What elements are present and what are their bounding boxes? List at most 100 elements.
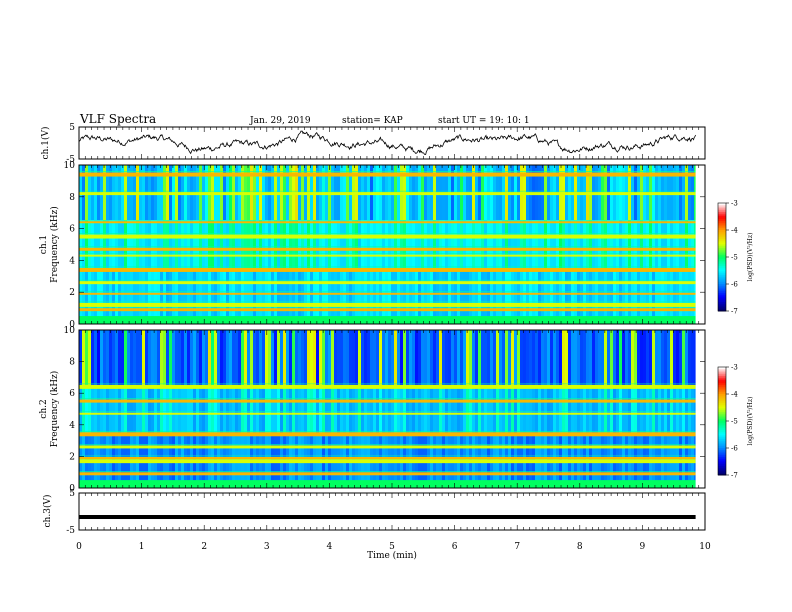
spectrogram-cell bbox=[298, 330, 301, 386]
spectrogram-cell bbox=[145, 385, 148, 433]
spectrogram-cell bbox=[346, 330, 349, 386]
spectrogram-cell bbox=[385, 385, 388, 433]
spectrogram-cell bbox=[562, 220, 565, 269]
spectrogram-cell bbox=[139, 385, 142, 433]
spectrogram-cell bbox=[175, 385, 178, 433]
spectrogram-cell bbox=[634, 268, 637, 324]
spectrogram-cell bbox=[502, 330, 505, 386]
spectrogram-cell bbox=[133, 385, 136, 433]
spectrogram-cell bbox=[643, 220, 646, 269]
spectrogram-cell bbox=[412, 330, 415, 386]
colorbar-tick-label: -6 bbox=[731, 445, 738, 453]
spectrogram-cell bbox=[124, 220, 127, 269]
spectrogram-cell bbox=[451, 268, 454, 324]
spectrogram-cell bbox=[82, 330, 85, 386]
station-label: station= KAP bbox=[342, 116, 403, 126]
spectrogram-cell bbox=[580, 330, 583, 386]
spectrogram-cell bbox=[457, 268, 460, 324]
colorbar-swatch bbox=[718, 451, 726, 454]
time-axis-label: Time (min) bbox=[367, 550, 417, 561]
spectrogram-cell bbox=[601, 268, 604, 324]
spectrogram-cell bbox=[676, 330, 679, 386]
time-axis: 0 1 2 3 4 5 6 7 8 9 10 Time (min) bbox=[76, 542, 711, 561]
spectrogram-cell bbox=[187, 220, 190, 269]
spectrogram-cell bbox=[313, 385, 316, 433]
spectrogram-cell bbox=[307, 385, 310, 433]
spectrogram-cell bbox=[85, 330, 88, 386]
spectrogram-cell bbox=[244, 268, 247, 324]
spectrogram-cell bbox=[238, 385, 241, 433]
spectrogram-cell bbox=[370, 220, 373, 269]
spectrogram-cell bbox=[310, 330, 313, 386]
spectrogram-cell bbox=[445, 330, 448, 386]
spectrogram-cell bbox=[439, 220, 442, 269]
spectrogram-cell bbox=[448, 330, 451, 386]
spectrogram-cell bbox=[514, 385, 517, 433]
colorbar-swatch bbox=[718, 377, 726, 381]
colorbar-swatch bbox=[718, 395, 726, 399]
spectrogram-cell bbox=[79, 220, 82, 269]
spectrogram-cell bbox=[403, 268, 406, 324]
spectrogram-cell bbox=[259, 330, 262, 386]
spectrogram-cell bbox=[286, 385, 289, 433]
spectrogram-cell bbox=[328, 385, 331, 433]
spectrogram-cell bbox=[466, 385, 469, 433]
spectrogram-cell bbox=[142, 220, 145, 269]
spectrogram-cell bbox=[97, 330, 100, 386]
ch3-y-tick-label: -5 bbox=[66, 526, 75, 536]
spectrogram-cell bbox=[91, 220, 94, 269]
spectrogram-cell bbox=[661, 385, 664, 433]
spectrogram-cell bbox=[232, 268, 235, 324]
spectrogram-cell bbox=[340, 268, 343, 324]
spectrogram-cell bbox=[220, 268, 223, 324]
spectrogram-cell bbox=[694, 330, 697, 386]
colorbar-swatch bbox=[718, 203, 726, 206]
colorbar-label: log(PSD)(V²/Hz) bbox=[747, 397, 754, 446]
spectrogram-cell bbox=[469, 385, 472, 433]
spectrogram-cell bbox=[310, 220, 313, 269]
spectrogram-band bbox=[79, 456, 696, 459]
time-tick-label: 0 bbox=[76, 542, 82, 552]
colorbar-swatch bbox=[718, 239, 726, 242]
spectrogram-band bbox=[79, 445, 696, 449]
spectrogram-cell bbox=[562, 330, 565, 386]
spectrogram-cell bbox=[166, 220, 169, 269]
spectrogram-cell bbox=[202, 220, 205, 269]
spectrogram-cell bbox=[100, 385, 103, 433]
spectrogram-empty bbox=[695, 165, 705, 324]
spectrogram-cell bbox=[529, 385, 532, 433]
colorbar-swatch bbox=[718, 275, 726, 278]
spectrogram-cell bbox=[409, 330, 412, 386]
colorbar-swatch bbox=[718, 412, 726, 415]
spectrogram-cell bbox=[631, 220, 634, 269]
spectrogram-cell bbox=[100, 330, 103, 386]
spectrogram-cell bbox=[364, 385, 367, 433]
spectrogram-cell bbox=[676, 220, 679, 269]
spectrogram-cell bbox=[130, 268, 133, 324]
time-tick-label: 6 bbox=[452, 542, 458, 552]
spectrogram-cell bbox=[559, 268, 562, 324]
spectrogram-band bbox=[79, 412, 696, 415]
spectrogram-cell bbox=[523, 268, 526, 324]
colorbar-swatch bbox=[718, 410, 726, 413]
spectrogram-cell bbox=[256, 220, 259, 269]
spectrogram-cell bbox=[571, 268, 574, 324]
spectrogram-cell bbox=[436, 385, 439, 433]
spectrogram-cell bbox=[499, 268, 502, 324]
spectrogram-cell bbox=[208, 330, 211, 386]
colorbar-swatch bbox=[718, 386, 726, 390]
spectrogram-cell bbox=[187, 330, 190, 386]
spectrogram-cell bbox=[136, 268, 139, 324]
colorbar-swatch bbox=[718, 289, 726, 292]
spectrogram-cell bbox=[202, 268, 205, 324]
colorbar-swatch bbox=[718, 309, 726, 312]
spectrogram-cell bbox=[346, 220, 349, 269]
spectrogram-cell bbox=[367, 330, 370, 386]
spectrogram-cell bbox=[658, 268, 661, 324]
spectrogram-cell bbox=[640, 220, 643, 269]
spectrogram-cell bbox=[289, 220, 292, 269]
spectrogram-cell bbox=[214, 220, 217, 269]
spectrogram-cell bbox=[322, 330, 325, 386]
colorbar-swatch bbox=[718, 399, 726, 402]
time-tick-label: 8 bbox=[577, 542, 583, 552]
